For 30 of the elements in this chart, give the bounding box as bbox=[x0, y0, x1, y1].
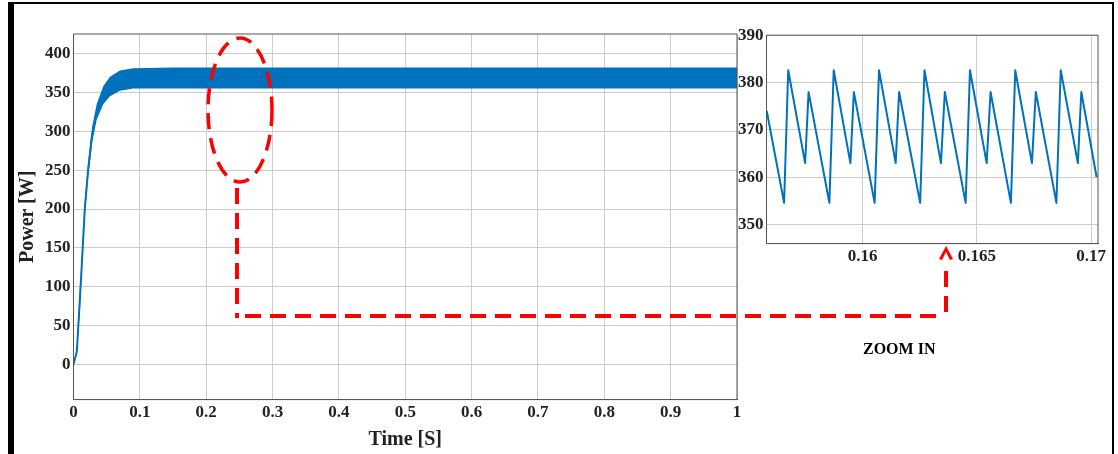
x-tick-label: 0.165 bbox=[957, 246, 996, 266]
text: ZOOM IN bbox=[863, 340, 936, 358]
x-tick-label: 0.3 bbox=[261, 402, 284, 422]
y-tick-label: 390 bbox=[738, 24, 764, 44]
y-tick-label: 200 bbox=[45, 198, 71, 218]
y-tick-label: 350 bbox=[45, 81, 71, 101]
x-tick-label: 0.4 bbox=[328, 402, 351, 422]
x-tick-label: 0.1 bbox=[129, 402, 151, 422]
x-tick-label: 1 bbox=[732, 402, 742, 422]
x-tick-label: 0.16 bbox=[847, 246, 878, 266]
y-tick-label: 0 bbox=[62, 353, 71, 373]
x-tick-label: 0.2 bbox=[195, 402, 217, 422]
x-tick-label: 0.9 bbox=[660, 402, 682, 422]
y-tick-label: 400 bbox=[45, 42, 71, 62]
x-tick-label: 0.8 bbox=[593, 402, 615, 422]
y-tick-label: 300 bbox=[45, 120, 71, 140]
y-tick-label: 100 bbox=[45, 276, 71, 296]
x-axis-title: Time [S] bbox=[368, 427, 443, 450]
y-axis-title: Power [W] bbox=[15, 170, 38, 263]
y-tick-label: 380 bbox=[738, 71, 764, 91]
y-tick-label: 350 bbox=[738, 214, 764, 234]
y-tick-label: 150 bbox=[45, 237, 71, 257]
x-tick-label: 0.5 bbox=[394, 402, 416, 422]
x-tick-label: 0.6 bbox=[460, 402, 483, 422]
y-tick-label: 360 bbox=[738, 166, 764, 186]
y-tick-label: 370 bbox=[738, 119, 764, 139]
x-tick-label: 0.7 bbox=[527, 402, 550, 422]
y-tick-label: 250 bbox=[45, 159, 71, 179]
y-tick-label: 50 bbox=[53, 315, 71, 335]
x-tick-label: 0.17 bbox=[1076, 246, 1107, 266]
